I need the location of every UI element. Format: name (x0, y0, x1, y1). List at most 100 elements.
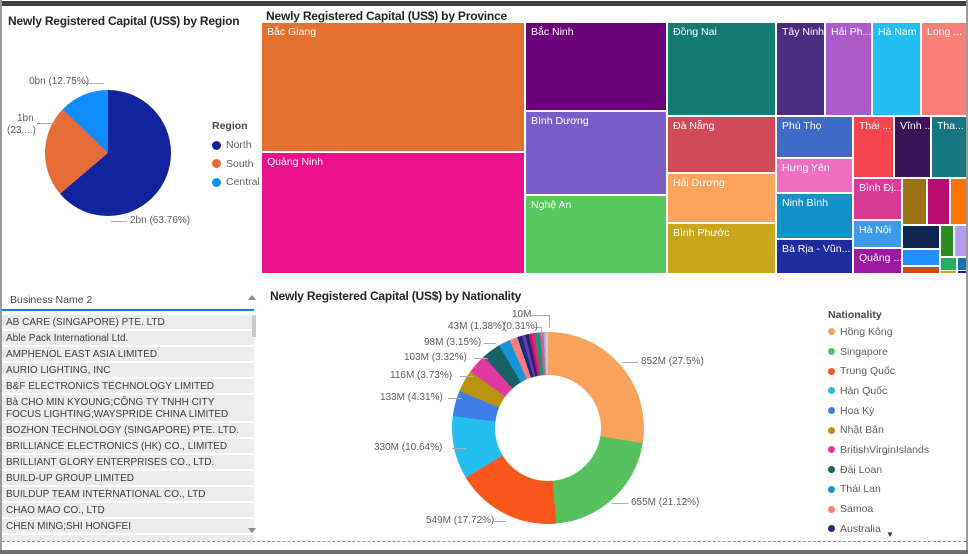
treemap-block-binh-phuoc[interactable]: Bình Phước (668, 224, 775, 273)
region-legend-item[interactable]: South (212, 155, 260, 174)
nationality-legend-item[interactable]: Nhật Bản (828, 420, 929, 440)
treemap-block-hai-duong[interactable]: Hải Dương (668, 174, 775, 222)
nationality-legend-item[interactable]: Hồng Kông (828, 322, 929, 342)
nationality-legend-item-label: Australia (840, 522, 881, 535)
nationality-legend-item[interactable]: Samoa (828, 499, 929, 519)
treemap-block-label: Phú Thọ (782, 120, 822, 132)
treemap-block-cell-1[interactable] (903, 179, 926, 224)
treemap-block-thai[interactable]: Thái ... (854, 117, 893, 177)
donut-leader-line (484, 343, 496, 344)
region-pie-chart[interactable] (45, 90, 171, 216)
nationality-legend: Hồng Kông Singapore Trung Quốc Hàn Quốc Hoa … (828, 322, 929, 539)
treemap-block-quang[interactable]: Quảng ... (854, 249, 901, 273)
donut-hole (495, 375, 601, 481)
treemap-block-cell-7[interactable] (903, 250, 939, 265)
treemap-block-ba-ria[interactable]: Bà Rịa - Vũn... (777, 240, 852, 273)
treemap-block-label: Hà Nam (878, 26, 917, 38)
treemap-block-binh-duong[interactable]: Bình Dương (526, 112, 666, 194)
treemap-block-cell-3[interactable] (951, 179, 966, 224)
nationality-legend-item[interactable]: Đài Loan (828, 460, 929, 480)
donut-leader-line (452, 448, 466, 449)
scrollbar-thumb[interactable] (252, 315, 256, 337)
nationality-legend-item[interactable]: Hàn Quốc (828, 381, 929, 401)
list-row[interactable]: BRILLIANT GLORY ENTERPRISES CO., LTD. (2, 455, 254, 469)
treemap-block-phu-tho[interactable]: Phú Thọ (777, 117, 852, 157)
nationality-legend-item[interactable]: Thái Lan (828, 480, 929, 500)
treemap-block-cell-11[interactable] (941, 271, 956, 273)
list-row[interactable]: BUILDUP TEAM INTERNATIONAL CO., LTD (2, 487, 254, 501)
legend-dot-icon (828, 426, 835, 434)
legend-dot-icon (212, 159, 221, 169)
treemap-block-nghe-an[interactable]: Nghệ An (526, 196, 666, 273)
treemap-block-dong-nai[interactable]: Đồng Nai (668, 23, 775, 115)
nationality-legend-item-label: Hồng Kông (840, 325, 893, 338)
treemap-block-hai-phong[interactable]: Hải Ph... (826, 23, 871, 115)
nationality-legend-item-label: Đài Loan (840, 463, 883, 476)
list-row[interactable]: B&F ELECTRONICS TECHNOLOGY LIMITED (2, 379, 254, 393)
list-row[interactable]: AB CARE (SINGAPORE) PTE. LTD (2, 315, 254, 329)
nationality-legend-item[interactable]: Trung Quốc (828, 361, 929, 381)
nationality-legend-item[interactable]: Hoa Kỳ (828, 401, 929, 421)
treemap-block-label: Hải Dương (673, 177, 725, 189)
donut-leader-line (612, 503, 628, 504)
business-list-header: Business Name 2 (10, 294, 93, 306)
nationality-legend-item-label: Hàn Quốc (840, 384, 888, 397)
nationality-legend-item[interactable]: BritishVirginIslands (828, 440, 929, 460)
treemap-block-tay-ninh[interactable]: Tây Ninh (777, 23, 824, 115)
treemap-block-label: Ninh Bình (782, 197, 829, 209)
list-row[interactable] (2, 535, 254, 541)
list-row[interactable]: BRILLIANCE ELECTRONICS (HK) CO., LIMITED (2, 439, 254, 453)
treemap-block-ha-noi[interactable]: Hà Nội (854, 221, 901, 247)
treemap-block-label: Bà Rịa - Vũn... (782, 243, 851, 255)
list-row[interactable]: Bà CHO MIN KYOUNG;CÔNG TY TNHH CITY FOCU… (2, 395, 254, 421)
treemap-block-cell-5[interactable] (941, 226, 953, 256)
treemap-block-vinh[interactable]: Vĩnh ... (895, 117, 930, 177)
treemap-block-cell-4[interactable] (903, 226, 939, 248)
treemap-block-cell-12[interactable] (958, 271, 966, 273)
list-row[interactable]: AMPHENOL EAST ASIA LIMITED (2, 347, 254, 361)
treemap-block-ha-nam[interactable]: Hà Nam (873, 23, 920, 115)
treemap-block-label: Bình Phước (673, 227, 730, 239)
nationality-legend-item-label: Singapore (840, 345, 888, 358)
treemap-block-label: Long ... (927, 26, 963, 38)
nationality-legend-item[interactable]: Singapore (828, 342, 929, 362)
treemap-block-cell-10[interactable] (958, 258, 966, 270)
treemap-block-quang-ninh[interactable]: Quảng Ninh (262, 153, 524, 273)
legend-scroll-down-icon[interactable]: ▼ (886, 530, 894, 539)
list-row[interactable]: BUILD-UP GROUP LIMITED (2, 471, 254, 485)
nationality-legend-item[interactable]: Australia (828, 519, 929, 539)
list-row[interactable]: BOZHON TECHNOLOGY (SINGAPORE) PTE. LTD. (2, 423, 254, 437)
page-dashed-divider (2, 541, 966, 542)
treemap-block-cell-6[interactable] (955, 226, 966, 256)
nationality-panel-title: Newly Registered Capital (US$) by Nation… (270, 289, 522, 303)
donut-data-label: 330M (10.64%) (374, 442, 443, 453)
list-row[interactable]: CHEN MING;SHI HONGFEI (2, 519, 254, 533)
treemap-block-bac-giang[interactable]: Bắc Giang (262, 23, 524, 151)
region-legend-item[interactable]: Central (212, 173, 260, 192)
treemap-block-label: Hải Ph... (831, 26, 871, 38)
list-row[interactable]: AURIO LIGHTING, INC (2, 363, 254, 377)
scroll-up-icon[interactable] (248, 295, 256, 300)
donut-leader-line (460, 376, 474, 377)
region-legend: North South Central (212, 136, 260, 192)
list-row[interactable]: Able Pack International Ltd. (2, 331, 254, 345)
treemap-block-cell-2[interactable] (928, 179, 949, 224)
region-legend-item[interactable]: North (212, 136, 260, 155)
donut-leader-line (622, 362, 638, 363)
treemap-block-cell-9[interactable] (941, 258, 956, 270)
business-list-focus-line (2, 309, 254, 311)
legend-dot-icon (828, 407, 835, 415)
scroll-down-icon[interactable] (248, 528, 256, 533)
pie-data-label: 2bn (63.76%) (130, 215, 191, 226)
treemap-block-ninh-binh[interactable]: Ninh Bình (777, 194, 852, 238)
treemap-block-hung-yen[interactable]: Hưng Yên (777, 159, 852, 192)
treemap-block-da-nang[interactable]: Đà Nẵng (668, 117, 775, 172)
treemap-block-cell-8[interactable] (903, 267, 939, 273)
treemap-block-tha[interactable]: Tha... (932, 117, 966, 177)
nationality-donut-chart[interactable] (452, 332, 644, 524)
treemap-block-binh-dinh[interactable]: Bình Đị... (854, 179, 901, 219)
list-row[interactable]: CHAO MAO CO., LTD (2, 503, 254, 517)
treemap-block-long-an[interactable]: Long ... (922, 23, 966, 115)
treemap-block-bac-ninh[interactable]: Bắc Ninh (526, 23, 666, 110)
